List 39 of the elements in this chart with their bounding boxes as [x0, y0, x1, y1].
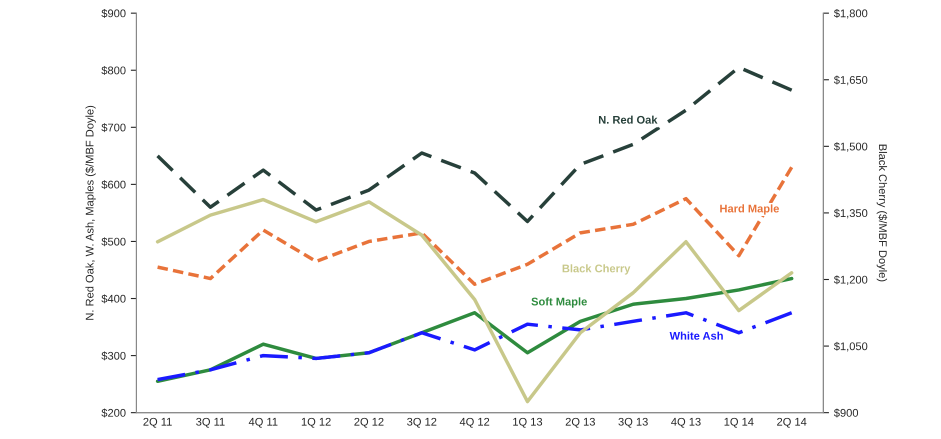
x-tick-label: 1Q 12	[302, 418, 331, 428]
series-label: Hard Maple	[720, 204, 779, 215]
y2-tick-label: $1,350	[834, 208, 868, 218]
y2-tick-label: $900	[834, 408, 858, 418]
y-axis-title: N. Red Oak, W. Ash, Maples ($/MBF Doyle)	[85, 106, 96, 320]
y-tick-label: $500	[101, 237, 126, 246]
x-tick-label: 2Q 12	[354, 418, 384, 428]
y-tick-label: $900	[101, 8, 126, 18]
y-tick-label: $300	[101, 351, 126, 360]
x-tick-label: 3Q 13	[618, 418, 648, 428]
x-tick-label: 3Q 12	[407, 418, 436, 428]
x-tick-label: 4Q 12	[460, 418, 490, 428]
y2-tick-label: $1,050	[834, 342, 868, 352]
series-label: White Ash	[670, 332, 723, 340]
series-label: N. Red Oak	[598, 116, 658, 124]
y2-tick-label: $1,650	[834, 76, 868, 86]
series-label: Black Cherry	[562, 264, 630, 275]
y-tick-label: $400	[101, 294, 126, 304]
y-tick-label: $800	[101, 66, 126, 76]
x-tick-label: 1Q 13	[513, 418, 542, 428]
x-tick-label: 2Q 14	[777, 418, 806, 428]
series-label: Soft Maple	[531, 297, 587, 308]
line-series	[156, 166, 794, 286]
y2-axis-title: Black Cherry ($/MBF Doyle)	[876, 144, 888, 282]
y-tick-label: $600	[101, 180, 126, 190]
x-tick-label: 4Q 13	[671, 418, 701, 428]
x-tick-label: 2Q 13	[566, 418, 595, 428]
y2-tick-label: $1,500	[834, 142, 868, 152]
line-series	[156, 66, 794, 224]
line-series	[156, 311, 794, 382]
y-tick-label: $200	[101, 408, 126, 418]
line-series	[156, 198, 794, 404]
x-tick-label: 4Q 11	[248, 418, 278, 428]
x-tick-label: 1Q 14	[724, 418, 754, 428]
y2-tick-label: $1,800	[834, 8, 868, 19]
x-tick-label: 3Q 11	[196, 418, 225, 428]
y2-tick-label: $1,200	[834, 275, 868, 285]
x-tick-label: 2Q 11	[143, 418, 172, 428]
y-tick-label: $700	[101, 123, 126, 132]
